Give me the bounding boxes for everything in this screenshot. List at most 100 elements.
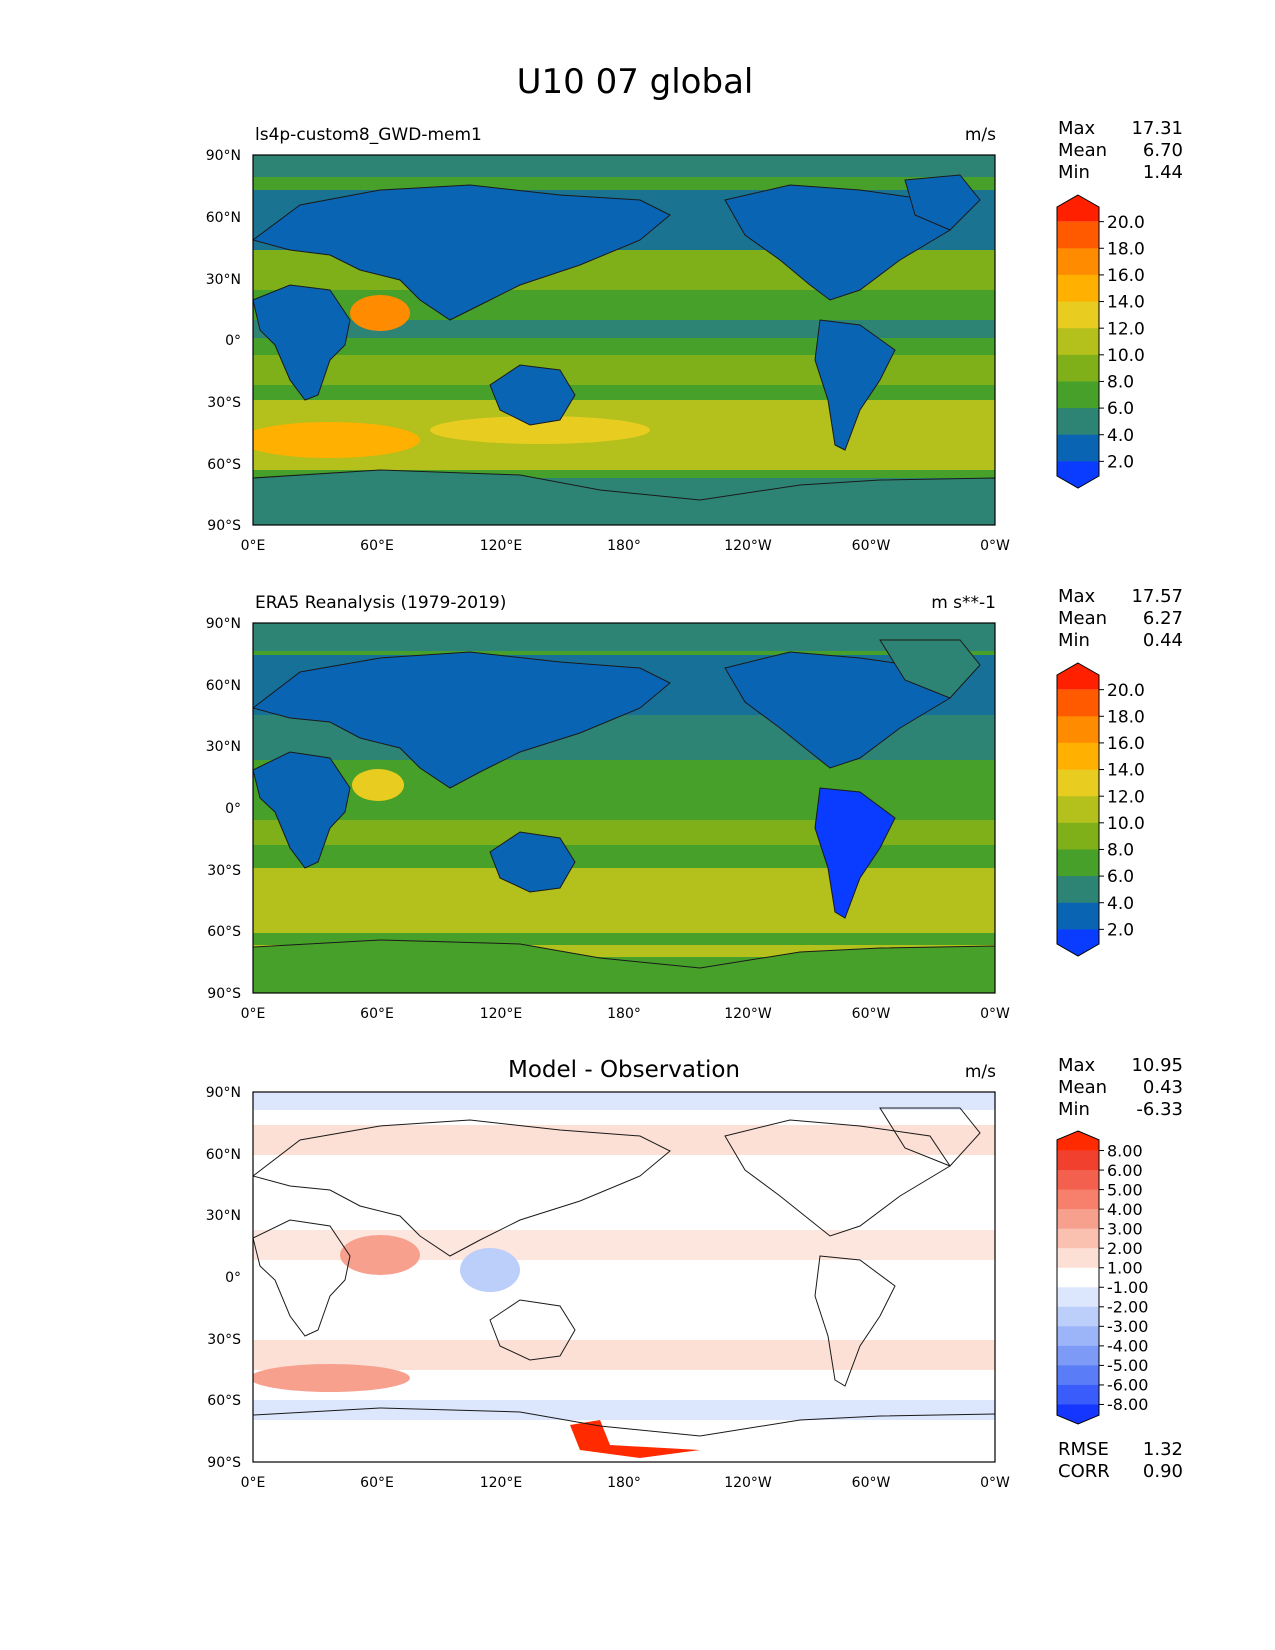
continent-australia — [489, 1299, 576, 1361]
lon-tick-label: 60°W — [852, 1475, 891, 1491]
units-label: m/s — [965, 125, 996, 145]
lat-tick-label: 30°N — [206, 739, 241, 755]
colorbar-tick-label: 4.00 — [1107, 1200, 1143, 1219]
panel-title: Model - Observation — [508, 1057, 740, 1083]
colorbar-swatch — [1057, 1287, 1099, 1308]
colorbar-swatch — [1057, 876, 1099, 904]
continent-eurasia — [253, 184, 671, 321]
field-jet-southern-2 — [430, 416, 650, 444]
field-band-arctic — [253, 155, 995, 177]
lon-tick-label: 120°E — [480, 1006, 523, 1022]
lat-tick-label: 90°S — [207, 518, 241, 534]
skill-scores: RMSE 1.32 CORR 0.90 — [1058, 1439, 1183, 1482]
colorbar-swatch — [1057, 689, 1099, 717]
continent-africa — [253, 1219, 351, 1337]
lon-tick-label: 60°E — [360, 1475, 394, 1491]
lat-tick-label: 30°S — [207, 1332, 241, 1348]
field-band-equator — [253, 800, 995, 820]
lon-axis: 0°E 60°E 120°E 180° 120°W 60°W 0°W — [241, 538, 1010, 554]
colorbar-tick-label: 14.0 — [1107, 293, 1145, 313]
colorbar-swatch — [1057, 769, 1099, 797]
lon-tick-label: 120°E — [480, 538, 523, 554]
colorbar-tick-label: 8.00 — [1107, 1141, 1143, 1160]
colorbar-tick-label: 6.0 — [1107, 867, 1134, 887]
colorbar-tick-label: -3.00 — [1107, 1317, 1148, 1336]
lon-tick-label: 180° — [607, 1475, 641, 1491]
lon-tick-label: 60°E — [360, 538, 394, 554]
stat-mean-value: 0.43 — [1143, 1077, 1183, 1098]
continent-south-america — [814, 319, 896, 451]
stats-box: Max 17.57 Mean 6.27 Min 0.44 — [1058, 586, 1183, 651]
colorbar-swatch — [1057, 221, 1099, 249]
lat-axis: 90°N 60°N 30°N 0° 30°S 60°S 90°S — [206, 1085, 241, 1471]
colorbar-swatch — [1057, 1170, 1099, 1191]
stat-rmse-value: 1.32 — [1143, 1439, 1183, 1460]
colorbar-tick-label: 1.00 — [1107, 1258, 1143, 1277]
lat-tick-label: 90°N — [206, 1085, 241, 1101]
stat-max-value: 10.95 — [1131, 1055, 1183, 1076]
colorbar-swatch — [1057, 1209, 1099, 1230]
colorbar-swatch — [1057, 822, 1099, 850]
colorbar-swatch — [1057, 796, 1099, 824]
colorbar-tick-label: 8.0 — [1107, 373, 1134, 393]
colorbar-swatch — [1057, 274, 1099, 303]
stats-box: Max 17.31 Mean 6.70 Min 1.44 — [1058, 118, 1183, 183]
field-maritime — [460, 1248, 520, 1292]
colorbar-swatch — [1057, 849, 1099, 877]
lat-axis: 90°N 60°N 30°N 0° 30°S 60°S 90°S — [206, 616, 241, 1002]
lat-tick-label: 60°S — [207, 457, 241, 473]
continent-north-america — [724, 184, 951, 301]
continent-africa — [253, 284, 351, 401]
lat-tick-label: 90°S — [207, 986, 241, 1002]
colorbar: 20.0 18.0 16.0 14.0 12.0 10.0 8.0 6.0 4.0 2.0 — [1056, 194, 1145, 489]
lat-axis: 90°N 60°N 30°N 0° 30°S 60°S 90°S — [206, 148, 241, 534]
colorbar-tick-label: -4.00 — [1107, 1337, 1148, 1356]
colorbar-tick-label: 12.0 — [1107, 319, 1145, 339]
colorbar-tick-label: 20.0 — [1107, 681, 1145, 701]
colorbar-extend-min — [1057, 1404, 1099, 1424]
colorbar-swatch — [1057, 1326, 1099, 1347]
colorbar: 20.0 18.0 16.0 14.0 12.0 10.0 8.0 6.0 4.0 2.0 — [1056, 662, 1145, 957]
colorbar-extend-max — [1057, 195, 1099, 222]
panel-model: ls4p-custom8_GWD-mem1 m/s — [206, 118, 1183, 554]
continents — [253, 639, 995, 993]
colorbar-tick-label: -6.00 — [1107, 1376, 1148, 1395]
colorbar-swatch — [1057, 434, 1099, 462]
lat-tick-label: 60°N — [206, 210, 241, 226]
colorbar-tick-label: -1.00 — [1107, 1278, 1148, 1297]
colorbar-outline — [1056, 1130, 1100, 1425]
lon-tick-label: 0°W — [980, 1006, 1010, 1022]
colorbar-swatch — [1057, 408, 1099, 436]
continent-north-america — [724, 1119, 951, 1237]
stat-max-label: Max — [1058, 586, 1096, 607]
colorbar-extend-max — [1057, 1131, 1099, 1151]
colorbar-tick-label: 10.0 — [1107, 346, 1145, 366]
colorbar-swatch — [1057, 1189, 1099, 1210]
lat-tick-label: 30°S — [207, 863, 241, 879]
colorbar-tick-label: 4.0 — [1107, 894, 1134, 914]
colorbar-swatch — [1057, 716, 1099, 744]
lon-tick-label: 120°W — [724, 538, 772, 554]
lat-tick-label: 60°S — [207, 924, 241, 940]
colorbar-swatch — [1057, 902, 1099, 930]
continent-south-america — [814, 787, 896, 919]
field-ross-sea — [570, 1420, 700, 1458]
stat-min-label: Min — [1058, 630, 1090, 651]
panel-title: ERA5 Reanalysis (1979-2019) — [255, 593, 506, 613]
colorbar-tick-label: 12.0 — [1107, 787, 1145, 807]
stat-rmse-label: RMSE — [1058, 1439, 1109, 1460]
lon-tick-label: 60°W — [852, 1006, 891, 1022]
colorbar-swatch — [1057, 1248, 1099, 1269]
colorbar-swatch — [1057, 1384, 1099, 1405]
lat-tick-label: 90°N — [206, 148, 241, 164]
colorbar-tick-label: 2.0 — [1107, 452, 1134, 472]
colorbar-swatch — [1057, 1306, 1099, 1327]
stat-mean-label: Mean — [1058, 608, 1107, 629]
continent-australia — [489, 831, 576, 893]
lat-tick-label: 60°N — [206, 678, 241, 694]
lat-tick-label: 90°N — [206, 616, 241, 632]
field-somali-jet — [352, 769, 404, 801]
lat-tick-label: 0° — [225, 333, 241, 349]
colorbar: 8.006.005.004.003.002.001.00-1.00-2.00-3… — [1056, 1130, 1148, 1425]
field-band-arctic — [253, 623, 995, 651]
